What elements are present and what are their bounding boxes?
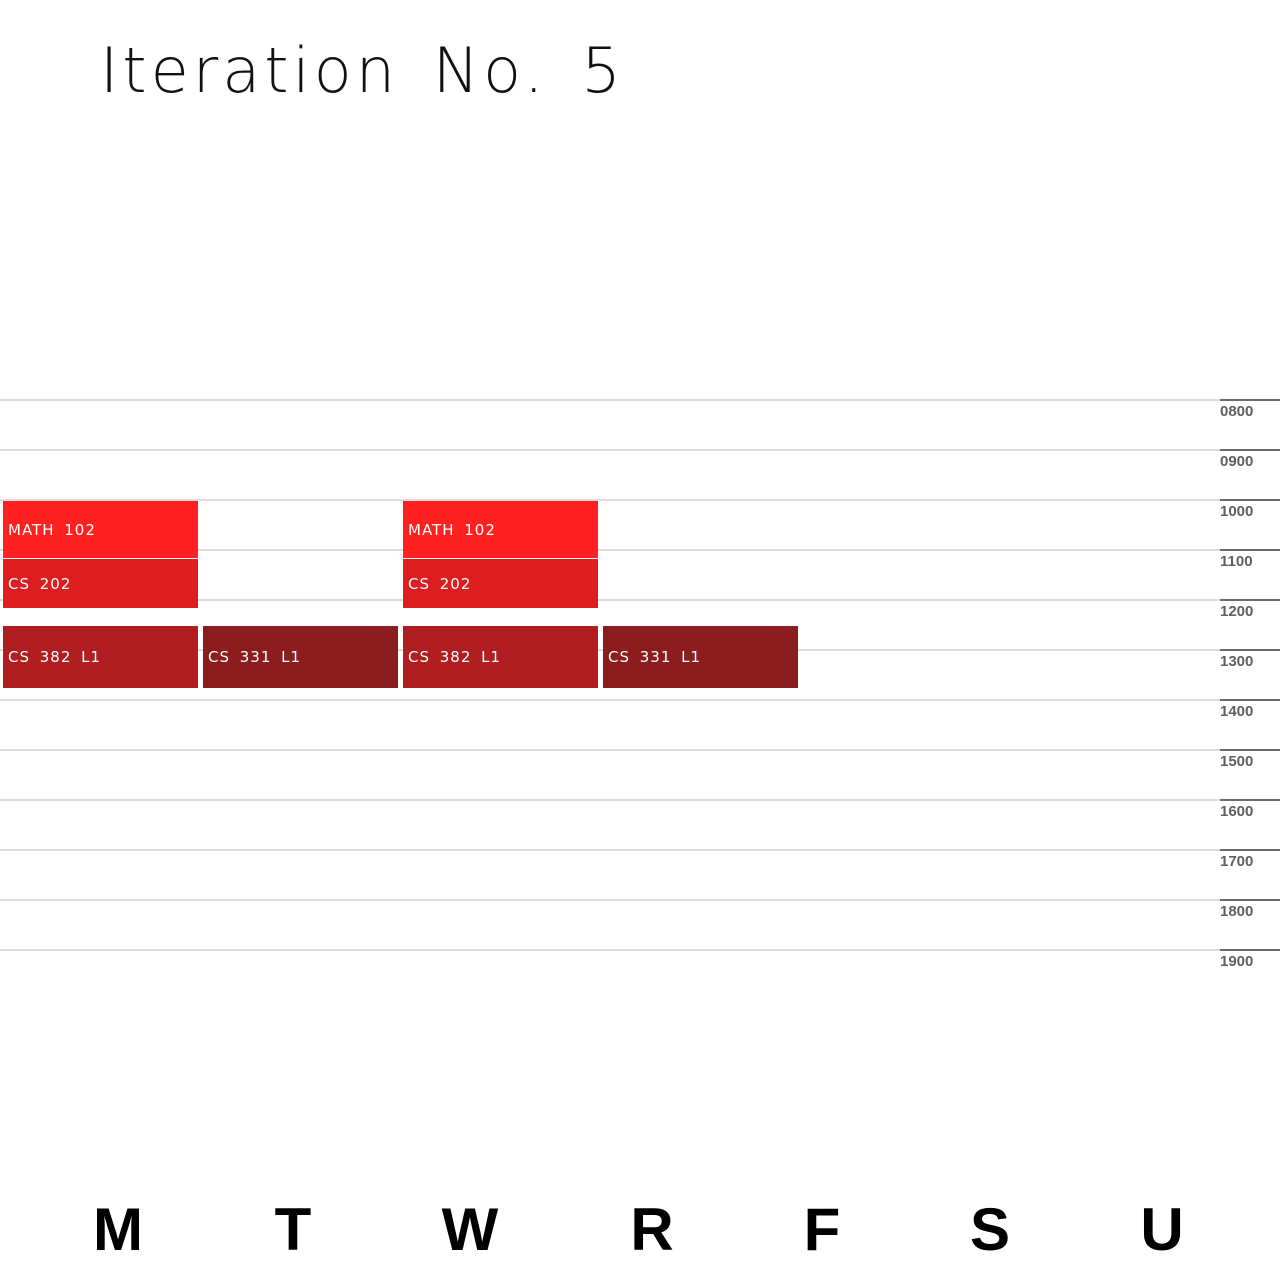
- course-label: CS 202: [8, 574, 72, 593]
- time-label: 0800: [1220, 403, 1254, 420]
- grid-line: [0, 749, 1280, 751]
- time-tick: [1220, 549, 1280, 551]
- time-tick: [1220, 499, 1280, 501]
- time-label: 1100: [1220, 553, 1253, 570]
- time-tick: [1220, 649, 1280, 651]
- time-tick: [1220, 699, 1280, 701]
- time-tick: [1220, 899, 1280, 901]
- grid-line: [0, 549, 1280, 551]
- course-block[interactable]: MATH 102: [403, 501, 598, 559]
- course-label: MATH 102: [408, 520, 496, 539]
- time-label: 1400: [1220, 703, 1254, 720]
- time-tick: [1220, 449, 1280, 451]
- course-label: CS 202: [408, 574, 472, 593]
- time-tick: [1220, 399, 1280, 401]
- time-label: 1000: [1220, 503, 1254, 520]
- course-label: MATH 102: [8, 520, 96, 539]
- course-label: CS 382 L1: [8, 647, 102, 666]
- day-label-r: R: [630, 1196, 674, 1263]
- course-label: CS 331 L1: [608, 647, 702, 666]
- course-block[interactable]: CS 382 L1: [3, 626, 198, 688]
- grid-line: [0, 949, 1280, 951]
- time-label: 1500: [1220, 753, 1254, 770]
- course-block[interactable]: CS 331 L1: [603, 626, 798, 688]
- time-label: 1800: [1220, 903, 1254, 920]
- time-tick: [1220, 849, 1280, 851]
- time-label: 1700: [1220, 853, 1254, 870]
- time-tick: [1220, 749, 1280, 751]
- time-tick: [1220, 949, 1280, 951]
- course-block[interactable]: CS 382 L1: [403, 626, 598, 688]
- time-label: 0900: [1220, 453, 1254, 470]
- course-label: CS 382 L1: [408, 647, 502, 666]
- grid-line: [0, 599, 1280, 601]
- time-tick: [1220, 799, 1280, 801]
- grid-line: [0, 699, 1280, 701]
- grid-line: [0, 799, 1280, 801]
- day-label-w: W: [441, 1196, 499, 1263]
- time-label: 1600: [1220, 803, 1254, 820]
- time-label: 1900: [1220, 953, 1254, 970]
- day-label-t: T: [274, 1196, 312, 1263]
- grid-line: [0, 449, 1280, 451]
- grid-line: [0, 849, 1280, 851]
- grid-line: [0, 899, 1280, 901]
- grid-line: [0, 499, 1280, 501]
- course-block[interactable]: CS 202: [403, 559, 598, 609]
- course-block[interactable]: CS 331 L1: [203, 626, 398, 688]
- day-label-f: F: [803, 1196, 841, 1263]
- time-label: 1200: [1220, 603, 1254, 620]
- time-label: 1300: [1220, 653, 1254, 670]
- course-label: CS 331 L1: [208, 647, 302, 666]
- time-tick: [1220, 599, 1280, 601]
- day-label-s: S: [969, 1196, 1011, 1263]
- day-label-u: U: [1140, 1196, 1184, 1263]
- course-block[interactable]: MATH 102: [3, 501, 198, 559]
- page-title: Iteration No. 5: [100, 34, 625, 107]
- day-label-m: M: [93, 1196, 143, 1263]
- grid-line: [0, 399, 1280, 401]
- course-block[interactable]: CS 202: [3, 559, 198, 609]
